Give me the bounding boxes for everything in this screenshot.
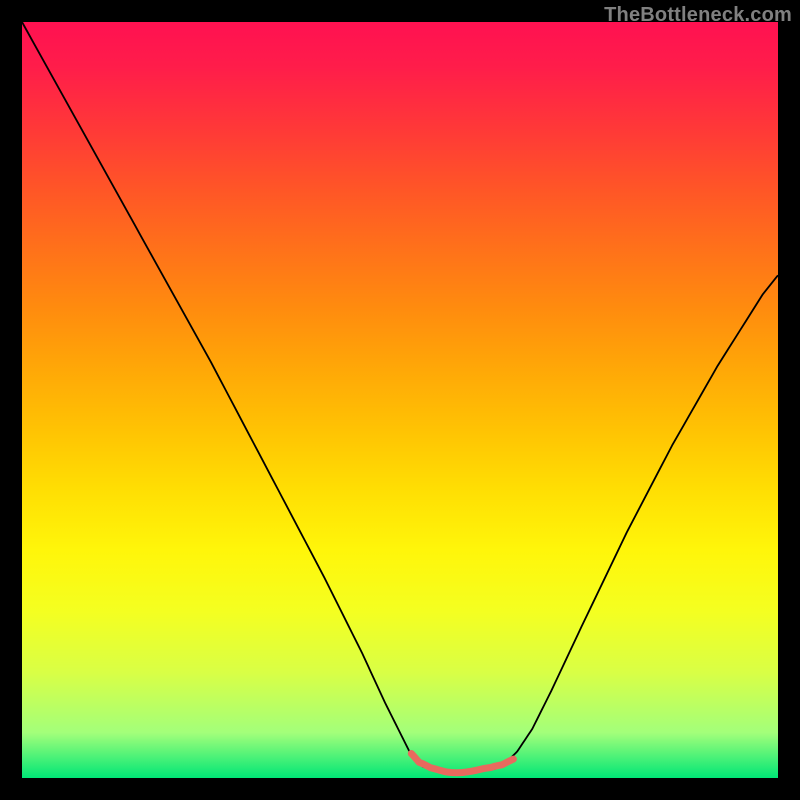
plot-background: [22, 22, 778, 778]
watermark-label: TheBottleneck.com: [604, 4, 792, 27]
chart-svg: [0, 0, 800, 800]
chart-container: TheBottleneck.com: [0, 0, 800, 800]
